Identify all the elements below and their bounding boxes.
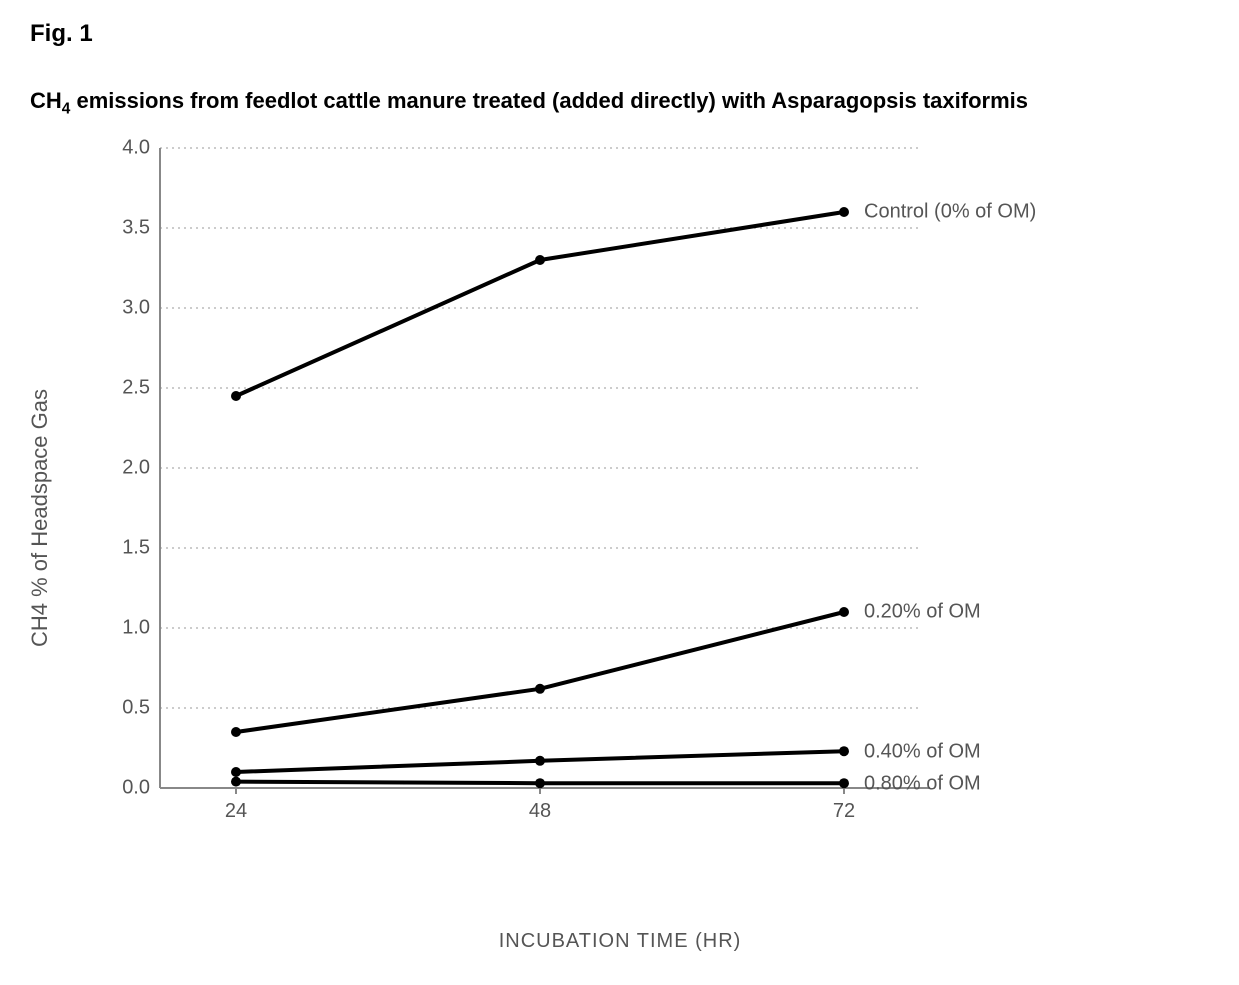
chart-svg (70, 138, 1170, 848)
y-tick-label: 0.0 (110, 777, 150, 800)
series-label: 0.20% of OM (864, 601, 981, 624)
x-tick-label: 72 (833, 800, 855, 823)
series-label: Control (0% of OM) (864, 201, 1036, 224)
x-tick-label: 24 (225, 800, 247, 823)
y-tick-label: 3.5 (110, 217, 150, 240)
y-tick-label: 3.0 (110, 297, 150, 320)
x-tick-label: 48 (529, 800, 551, 823)
y-tick-label: 1.5 (110, 537, 150, 560)
chart-title-prefix: CH (30, 88, 62, 113)
chart-container: CH4 % of Headspace Gas 0.00.51.01.52.02.… (70, 138, 1170, 898)
chart-title-rest: emissions from feedlot cattle manure tre… (70, 88, 1028, 113)
y-tick-label: 1.0 (110, 617, 150, 640)
y-tick-label: 4.0 (110, 137, 150, 160)
y-axis-label: CH4 % of Headspace Gas (27, 389, 53, 647)
chart-title: CH4 emissions from feedlot cattle manure… (30, 88, 1209, 118)
figure-label: Fig. 1 (30, 20, 1209, 48)
series-label: 0.40% of OM (864, 740, 981, 763)
series-label: 0.80% of OM (864, 772, 981, 795)
x-axis-label: INCUBATION TIME (HR) (499, 930, 742, 953)
y-tick-label: 2.0 (110, 457, 150, 480)
y-tick-label: 2.5 (110, 377, 150, 400)
y-tick-label: 0.5 (110, 697, 150, 720)
